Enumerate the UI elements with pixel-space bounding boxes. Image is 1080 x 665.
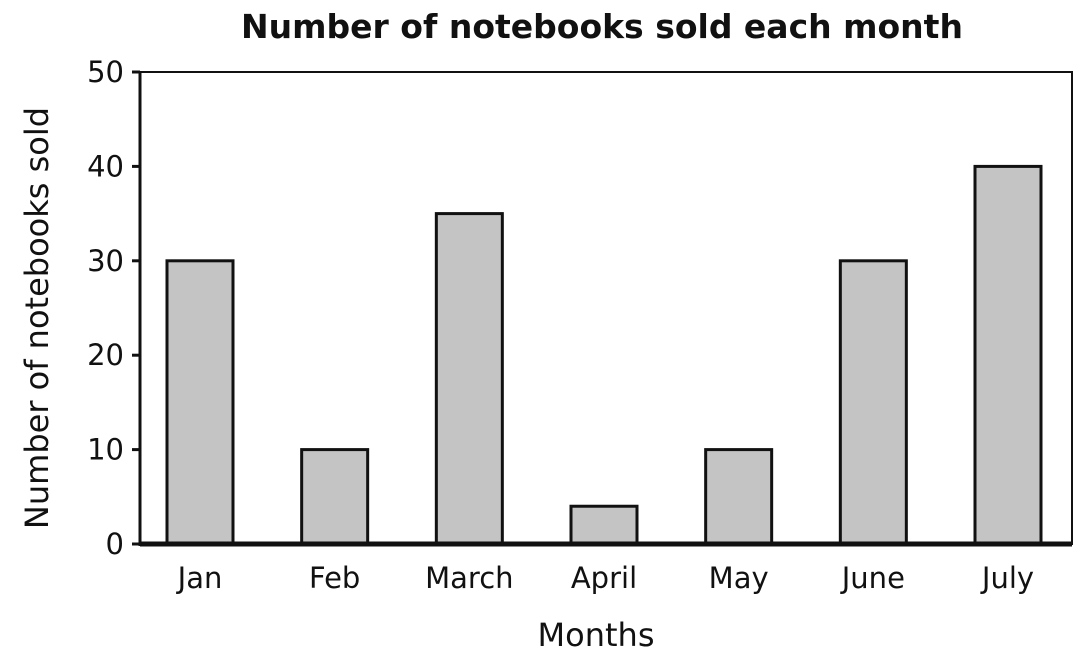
bar-march — [434, 212, 504, 546]
x-tick-label: Feb — [309, 561, 360, 595]
y-axis-ticks: 0 10 20 30 40 50 — [87, 55, 140, 561]
x-tick-label: May — [709, 561, 769, 595]
bar-feb — [300, 448, 370, 546]
y-tick-label: 40 — [87, 149, 124, 183]
y-axis-title: Number of notebooks sold — [18, 107, 56, 529]
bars-group — [165, 164, 1043, 546]
bar-june — [838, 259, 908, 546]
bar-july — [973, 164, 1043, 546]
x-tick-label: April — [571, 561, 637, 595]
y-tick-label: 20 — [87, 338, 124, 372]
x-tick-label: June — [840, 561, 905, 595]
x-axis-category-labels: Jan Feb March April May June July — [176, 561, 1034, 595]
y-tick-label: 30 — [87, 244, 124, 278]
x-tick-label: March — [425, 561, 513, 595]
chart-title: Number of notebooks sold each month — [241, 7, 963, 46]
x-tick-label: July — [980, 561, 1034, 595]
bar-jan — [165, 259, 235, 546]
y-tick-label: 0 — [106, 527, 124, 561]
plot-frame — [139, 71, 1073, 545]
x-axis-title: Months — [538, 616, 655, 654]
x-tick-label: Jan — [176, 561, 223, 595]
y-tick-label: 10 — [87, 433, 124, 467]
y-tick-label: 50 — [87, 55, 124, 89]
bar-april — [569, 504, 639, 546]
bar-may — [704, 448, 774, 546]
